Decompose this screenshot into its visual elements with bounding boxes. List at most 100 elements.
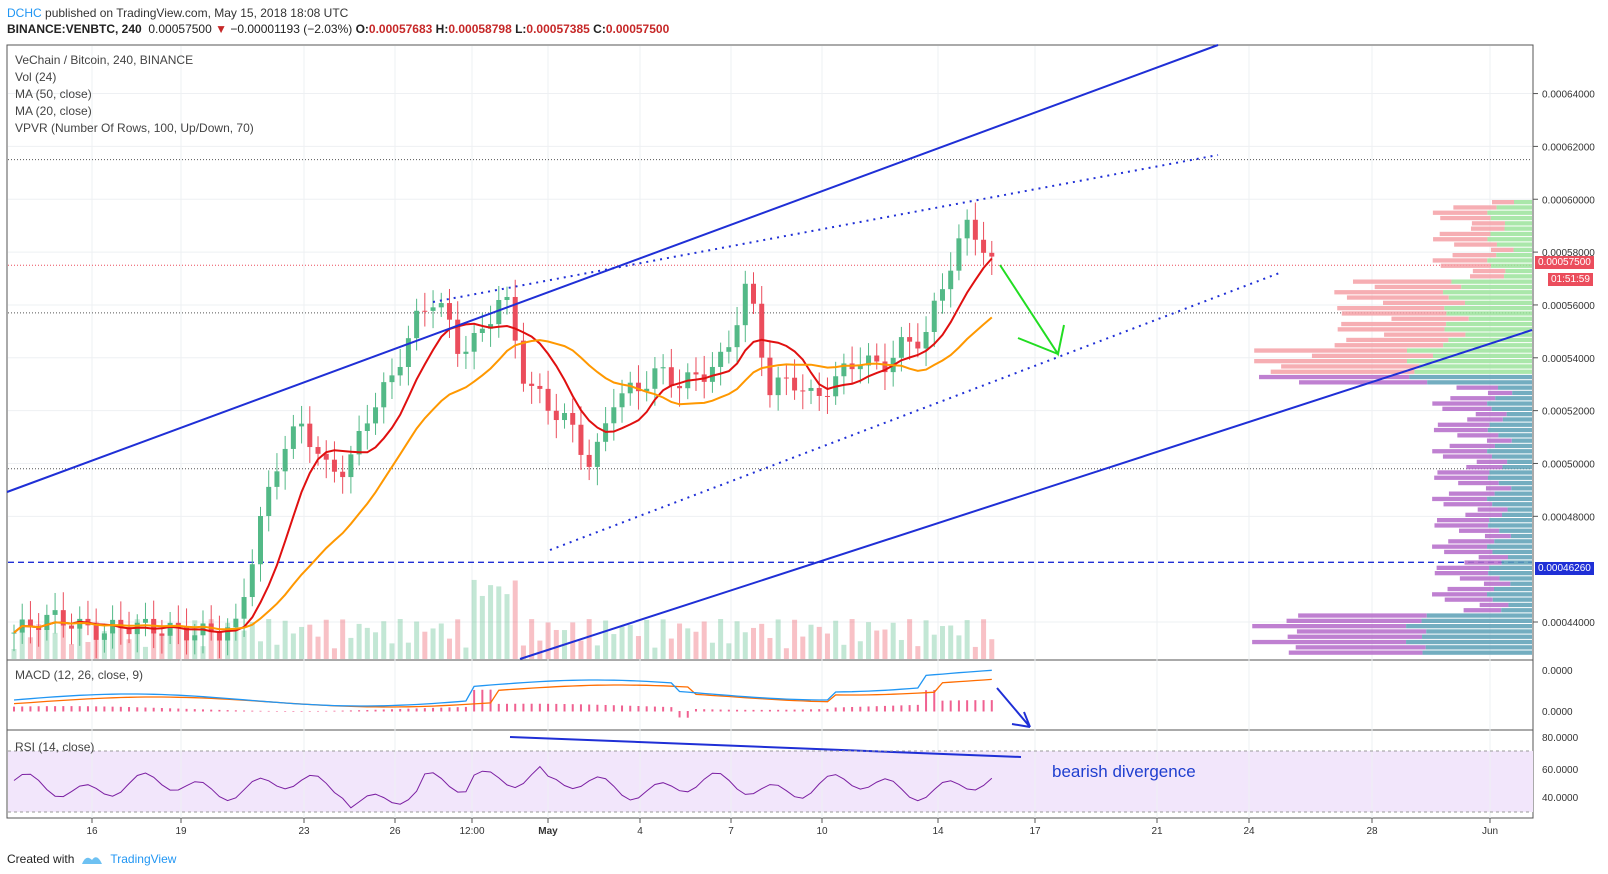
macd-histogram-bar (136, 707, 139, 712)
tradingview-logo-icon[interactable] (80, 852, 104, 866)
vpvr-up-bar (1510, 581, 1532, 586)
macd-histogram-bar (78, 706, 81, 712)
volume-bar (718, 619, 724, 659)
macd-histogram-bar (941, 700, 944, 712)
volume-bar (570, 622, 576, 659)
time-axis[interactable]: 16 19 23 26 12:00 May 4 7 10 14 17 21 24 28 Jun (86, 818, 1498, 837)
macd-histogram-bar (86, 706, 89, 712)
volume-bar (126, 639, 132, 659)
candle-body (175, 622, 181, 627)
volume-bar (767, 637, 773, 659)
volume-bar (619, 626, 625, 659)
vpvr-up-bar (1510, 533, 1532, 539)
vpvr-down-bar (1434, 475, 1488, 480)
volume-bar (841, 644, 847, 659)
vpvr-down-bar (1352, 279, 1452, 284)
vpvr-down-bar (1464, 560, 1502, 565)
vpvr-down-bar (1459, 528, 1500, 533)
vpvr-up-bar (1427, 380, 1532, 385)
time-tick-label: 23 (298, 826, 310, 837)
price-tick-label: 0.00062000 (1542, 142, 1595, 153)
volume-bar (890, 622, 896, 659)
candle-body (586, 454, 592, 467)
candle-body (775, 377, 781, 396)
volume-bar (11, 649, 17, 659)
vpvr-up-bar (1494, 443, 1532, 449)
macd-histogram-bar (399, 708, 402, 712)
legend-symbol: VeChain / Bitcoin, 240, BINANCE (15, 53, 194, 67)
vpvr-down-bar (1442, 406, 1492, 411)
macd-histogram-bar (218, 709, 221, 712)
volume-bar (603, 620, 609, 659)
candle-body (570, 412, 576, 425)
macd-histogram-bar (653, 706, 656, 712)
vpvr-up-bar (1488, 571, 1532, 576)
macd-tick-label: 0.0000 (1542, 707, 1573, 718)
vpvr-up-bar (1446, 311, 1532, 316)
legend-ma20[interactable]: MA (20, close) (15, 104, 92, 118)
vpvr-down-bar (1478, 555, 1509, 560)
volume-bar (816, 626, 822, 659)
macd-histogram-bar (555, 703, 558, 712)
candle-body (668, 367, 674, 386)
low-value: 0.00057385 (526, 22, 590, 36)
volume-bar (397, 619, 403, 659)
vpvr-down-bar (1449, 443, 1495, 449)
macd-histogram-bar (547, 703, 550, 712)
legend-vpvr[interactable]: VPVR (Number Of Rows, 100, Up/Down, 70) (15, 121, 254, 135)
candle-body (866, 355, 872, 366)
vpvr-up-bar (1498, 385, 1532, 390)
macd-histogram-bar (670, 707, 673, 712)
volume-bar (939, 626, 945, 659)
volume-bar (504, 594, 510, 659)
volume-bar (446, 638, 452, 659)
macd-lines (13, 669, 993, 718)
vpvr-down-bar (1337, 306, 1445, 311)
footer-brand[interactable]: TradingView (110, 852, 177, 866)
macd-histogram-bar (234, 710, 237, 712)
macd-histogram-bar (579, 704, 582, 712)
candle-body (619, 393, 625, 408)
legend-ma50[interactable]: MA (50, close) (15, 87, 92, 101)
rsi-label[interactable]: RSI (14, close) (15, 740, 95, 754)
candle-body (578, 424, 584, 455)
vpvr-down-bar (1440, 263, 1491, 268)
macd-histogram-bar (275, 711, 278, 712)
vpvr-up-bar (1508, 602, 1532, 608)
author-link[interactable]: DCHC (7, 6, 42, 20)
vpvr-up-bar (1508, 555, 1532, 560)
vpvr-up-bar (1512, 390, 1532, 396)
volume-bar (282, 620, 288, 659)
vpvr-down-bar (1295, 645, 1426, 650)
vpvr-down-bar (1437, 518, 1490, 523)
macd-label[interactable]: MACD (12, 26, close, 9) (15, 668, 144, 682)
macd-histogram-bar (744, 709, 747, 712)
macd-histogram-bar (317, 710, 320, 712)
vpvr-down-bar (1465, 512, 1503, 517)
vpvr-up-bar (1487, 475, 1532, 480)
vpvr-down-bar (1448, 539, 1495, 544)
vpvr-up-bar (1493, 586, 1532, 592)
vpvr-down-bar (1479, 602, 1509, 608)
volume-bar (792, 619, 798, 659)
moving-averages (13, 257, 993, 634)
price-axis[interactable]: 0.00064000 0.00062000 0.00060000 0.00058000… (1533, 90, 1595, 804)
macd-tick-label: 0.0000 (1542, 666, 1573, 677)
vpvr-up-bar (1494, 491, 1532, 496)
candle-body (677, 385, 683, 389)
vpvr-down-bar (1487, 390, 1513, 396)
volume-bar (512, 580, 518, 659)
trend-drawings[interactable] (6, 44, 1533, 758)
candle-body (167, 622, 173, 636)
volume-bar (677, 623, 683, 659)
vpvr-up-bar (1505, 268, 1532, 274)
vpvr-down-bar (1334, 290, 1444, 295)
vpvr-down-bar (1476, 459, 1508, 464)
vpvr-up-bar (1490, 263, 1532, 268)
time-tick-label: May (538, 826, 558, 837)
legend-vol[interactable]: Vol (24) (15, 70, 57, 84)
candle-body (652, 368, 658, 389)
volume-bar (69, 644, 75, 659)
vpvr-down-bar (1452, 253, 1497, 258)
